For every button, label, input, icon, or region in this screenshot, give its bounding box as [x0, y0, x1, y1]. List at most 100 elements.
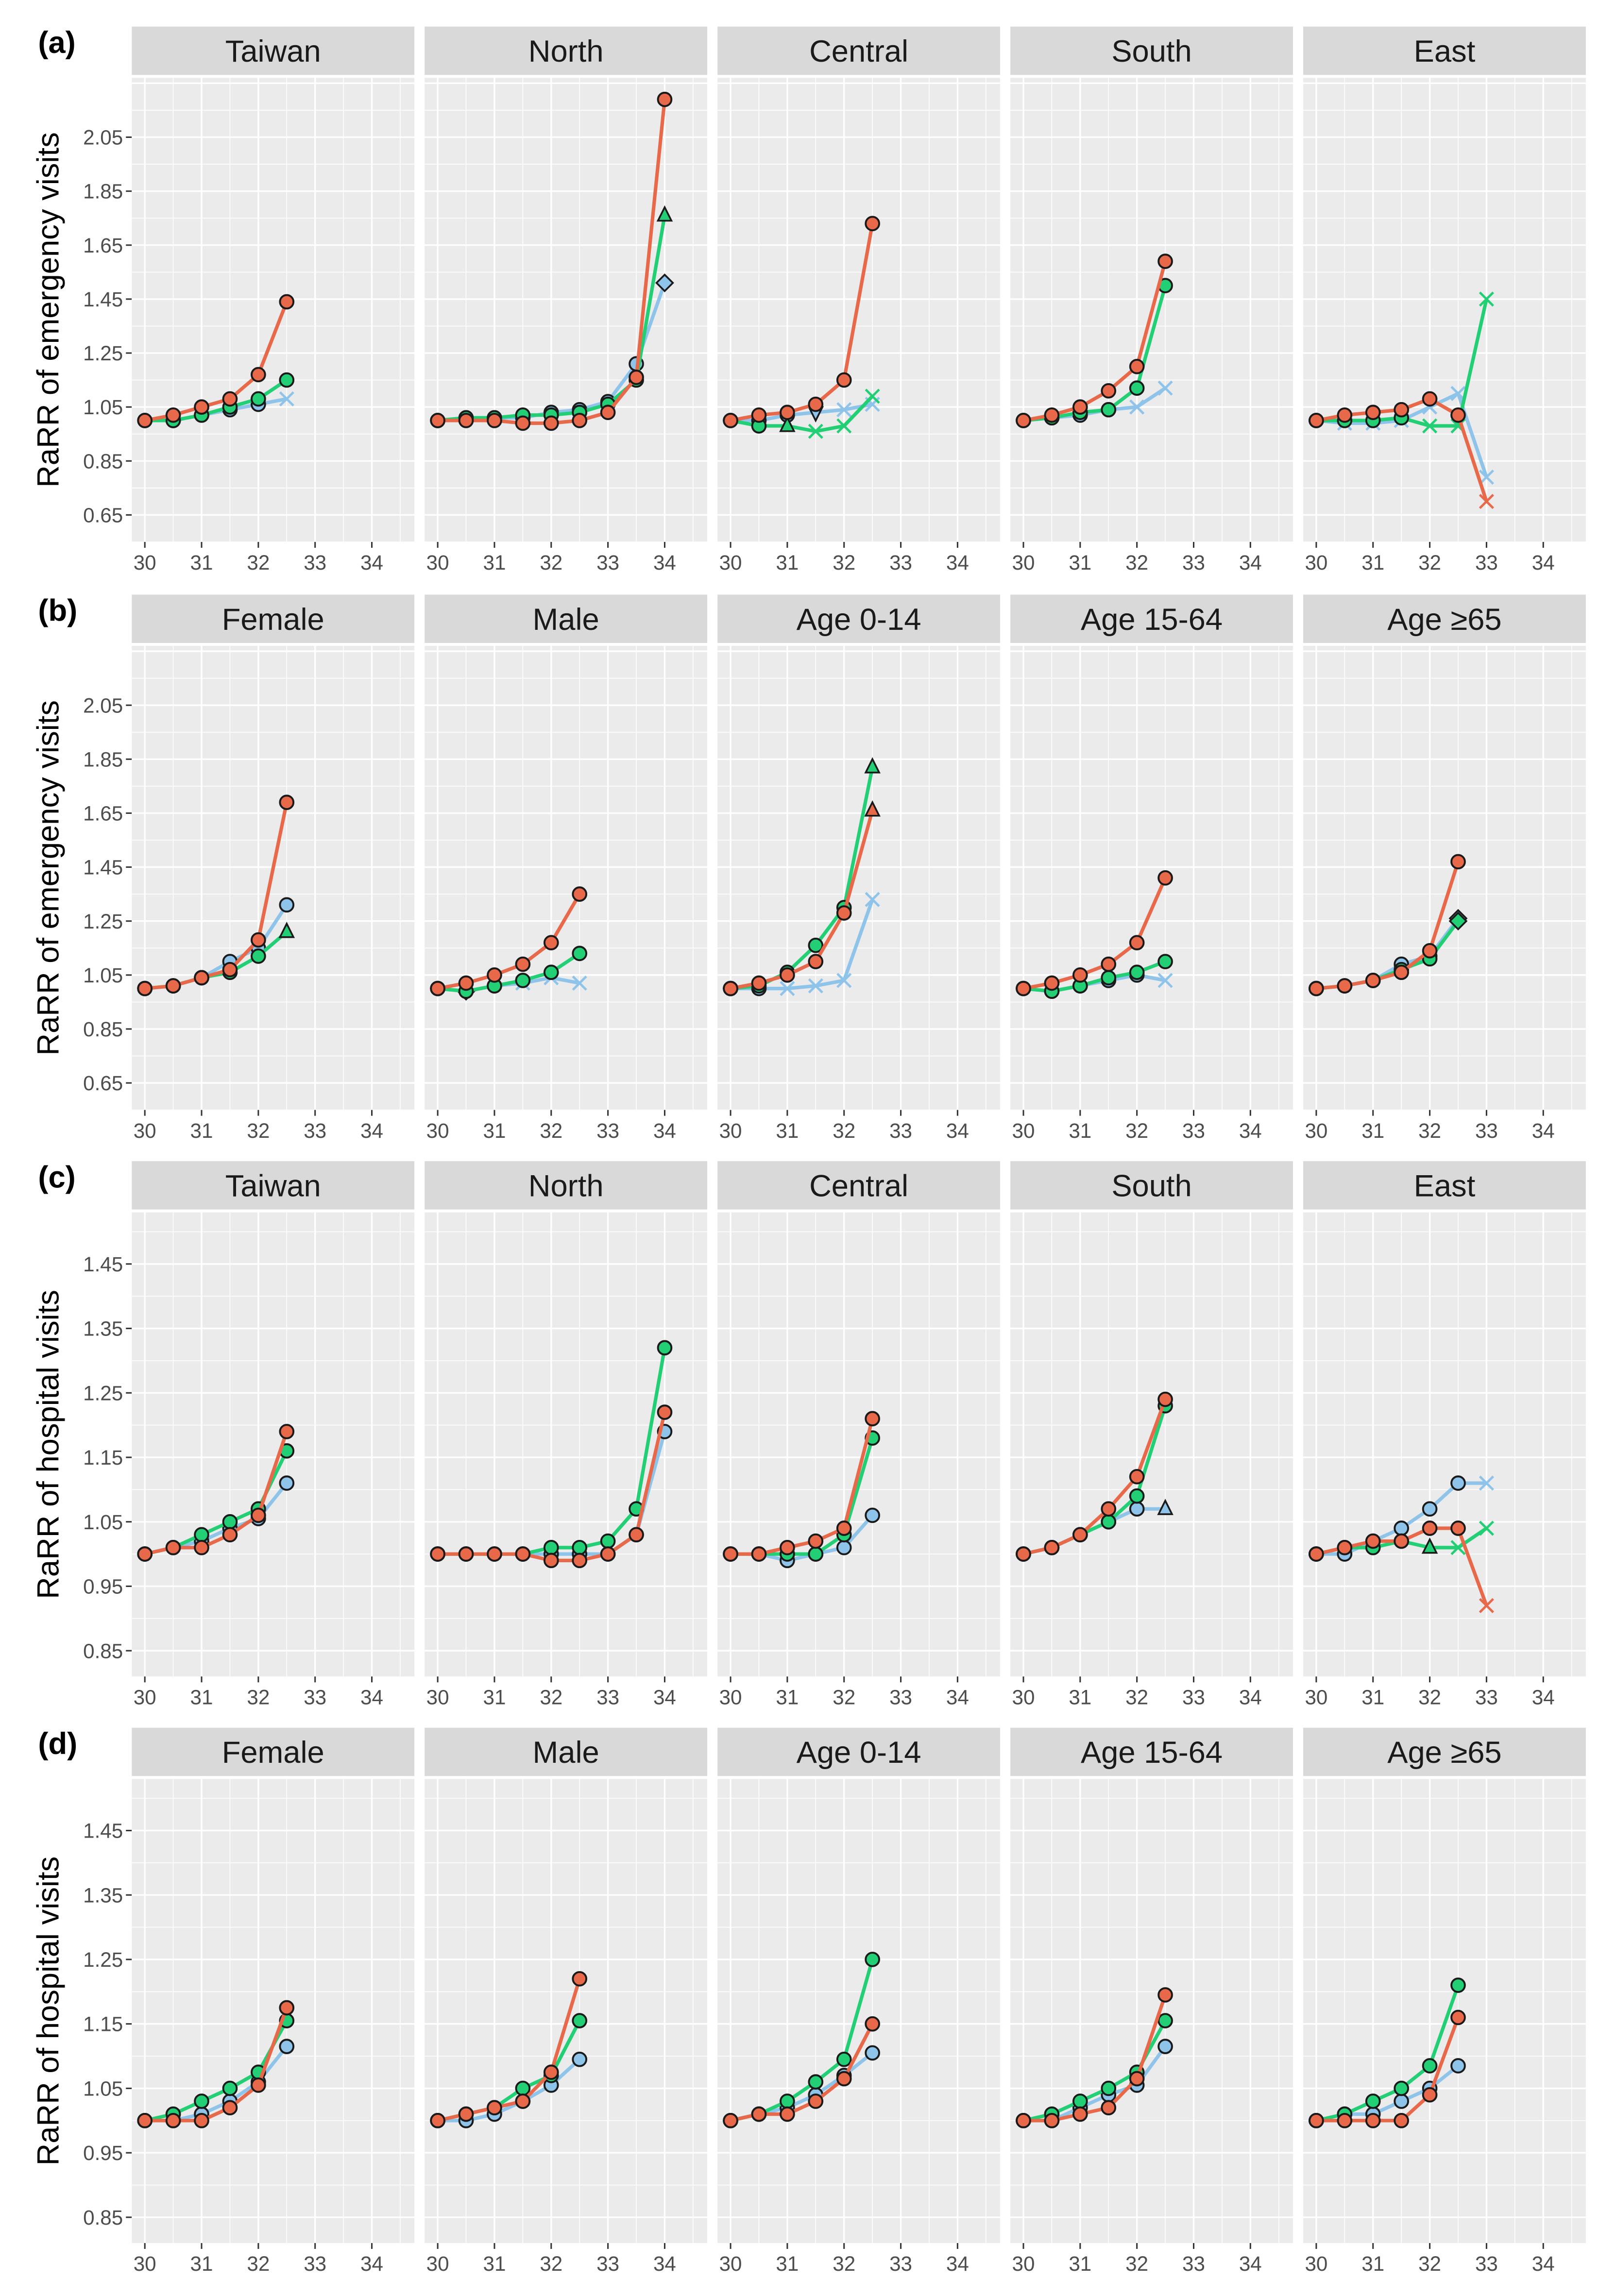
panel-background [1010, 645, 1293, 1110]
data-point-circle [279, 294, 295, 310]
x-tick-label: 34 [360, 2252, 383, 2275]
data-point-cross [1479, 1598, 1494, 1613]
facet-strip [1303, 1161, 1586, 1210]
x-tick-label: 31 [190, 551, 213, 574]
x-tick-label: 31 [1069, 2252, 1091, 2275]
panel-female: Female 30 31 32 33 34 [132, 594, 415, 1142]
y-tick-label: 1.05 [83, 2077, 123, 2100]
x-tick-label: 33 [1182, 1686, 1205, 1709]
y-tick-label: 1.65 [83, 234, 123, 257]
data-point-circle [1394, 1533, 1409, 1549]
facet-strip [132, 1161, 415, 1210]
row-label: (c) [38, 1160, 75, 1194]
data-point-circle [1450, 1977, 1466, 1993]
x-tick-label: 34 [1239, 551, 1262, 574]
data-point-circle [1129, 380, 1145, 396]
data-point-circle [808, 1533, 824, 1549]
data-point-circle [1450, 2058, 1466, 2074]
data-point-circle [194, 970, 209, 986]
data-point-circle [1337, 978, 1353, 994]
data-point-circle [1072, 2093, 1088, 2109]
panel-age-15-64: Age 15-64 30 31 32 33 34 [1010, 594, 1293, 1142]
data-point-circle [1365, 405, 1381, 421]
x-tick-label: 31 [1361, 2252, 1384, 2275]
data-point-circle [836, 1540, 852, 1555]
panel-background [717, 645, 1001, 1110]
y-tick-label: 1.45 [83, 1820, 123, 1842]
data-point-circle [487, 967, 502, 983]
facet-title: Age ≥65 [1387, 603, 1501, 637]
y-tick-label: 0.85 [83, 2206, 123, 2229]
data-point-circle [165, 2112, 181, 2128]
data-point-circle [279, 897, 295, 913]
data-point-circle [780, 2106, 795, 2122]
x-tick-label: 31 [483, 1686, 506, 1709]
facet-strip [1303, 26, 1586, 75]
data-point-circle [1016, 2112, 1031, 2128]
x-tick-label: 33 [889, 1119, 912, 1142]
data-point-circle [1309, 980, 1324, 996]
data-point-circle [543, 1553, 559, 1569]
data-point-circle [836, 905, 852, 921]
data-point-circle [222, 2100, 238, 2116]
facet-strip [425, 26, 708, 75]
facet-strip [1010, 1161, 1293, 1210]
data-point-circle [1072, 399, 1088, 415]
data-point-circle [572, 2051, 588, 2067]
data-point-circle [543, 1540, 559, 1555]
data-point-circle [1157, 253, 1173, 269]
y-tick-label: 1.85 [83, 748, 123, 771]
data-point-circle [137, 980, 153, 996]
data-point-cross [1479, 494, 1494, 509]
x-tick-label: 30 [719, 1119, 742, 1142]
data-point-circle [808, 1546, 824, 1562]
data-point-circle [1337, 2112, 1353, 2128]
data-point-circle [1394, 964, 1409, 980]
data-point-circle [572, 413, 588, 428]
data-point-circle [251, 2077, 266, 2093]
x-tick-label: 31 [1069, 551, 1091, 574]
y-axis-title: RaRR of hospital visits [32, 1857, 66, 2166]
facet-title: Age 15-64 [1081, 603, 1223, 637]
panel-taiwan: Taiwan 30 31 32 33 34 [132, 1161, 415, 1709]
panel-background [425, 1779, 708, 2243]
data-point-circle [808, 2093, 824, 2109]
facet-title: Female [222, 603, 324, 637]
data-point-circle [543, 415, 559, 431]
data-point-circle [723, 980, 738, 996]
data-point-circle [657, 1404, 673, 1420]
data-point-circle [572, 2013, 588, 2028]
row-label: (b) [38, 594, 77, 628]
data-point-cross [808, 423, 823, 439]
y-tick-label: 1.35 [83, 1884, 123, 1907]
panel-background [132, 78, 415, 542]
data-point-circle [1101, 970, 1117, 986]
x-tick-label: 34 [653, 1686, 676, 1709]
x-tick-label: 31 [776, 2252, 799, 2275]
data-point-circle [1101, 402, 1117, 418]
data-point-circle [194, 399, 209, 415]
facet-strip [717, 594, 1001, 643]
x-tick-label: 30 [134, 551, 156, 574]
x-tick-label: 32 [833, 551, 855, 574]
data-point-circle [458, 975, 474, 991]
data-point-circle [1422, 2058, 1438, 2074]
panel-central: Central 30 31 32 33 34 [717, 26, 1001, 574]
data-point-circle [1394, 1520, 1409, 1536]
x-tick-label: 31 [1361, 551, 1384, 574]
data-point-circle [165, 1540, 181, 1555]
x-tick-label: 32 [1125, 1686, 1148, 1709]
x-tick-label: 33 [1182, 2252, 1205, 2275]
data-point-circle [723, 1546, 738, 1562]
panel-age-0-14: Age 0-14 30 31 32 33 34 [717, 1727, 1001, 2275]
x-tick-label: 32 [1125, 2252, 1148, 2275]
panel-central: Central 30 31 32 33 34 [717, 1161, 1001, 1709]
x-tick-label: 32 [1125, 551, 1148, 574]
data-point-circle [543, 964, 559, 980]
x-tick-label: 31 [776, 1686, 799, 1709]
y-tick-label: 0.95 [83, 1575, 123, 1598]
x-tick-label: 33 [1182, 551, 1205, 574]
data-point-circle [194, 2112, 209, 2128]
data-point-circle [780, 1540, 795, 1555]
x-tick-label: 30 [719, 2252, 742, 2275]
